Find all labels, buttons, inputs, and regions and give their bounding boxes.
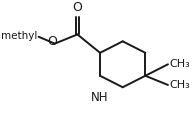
Text: methyl: methyl (1, 31, 37, 41)
Text: CH₃: CH₃ (170, 59, 190, 69)
Text: NH: NH (91, 91, 109, 104)
Text: O: O (47, 35, 57, 48)
Text: O: O (73, 1, 82, 14)
Text: CH₃: CH₃ (170, 80, 190, 90)
